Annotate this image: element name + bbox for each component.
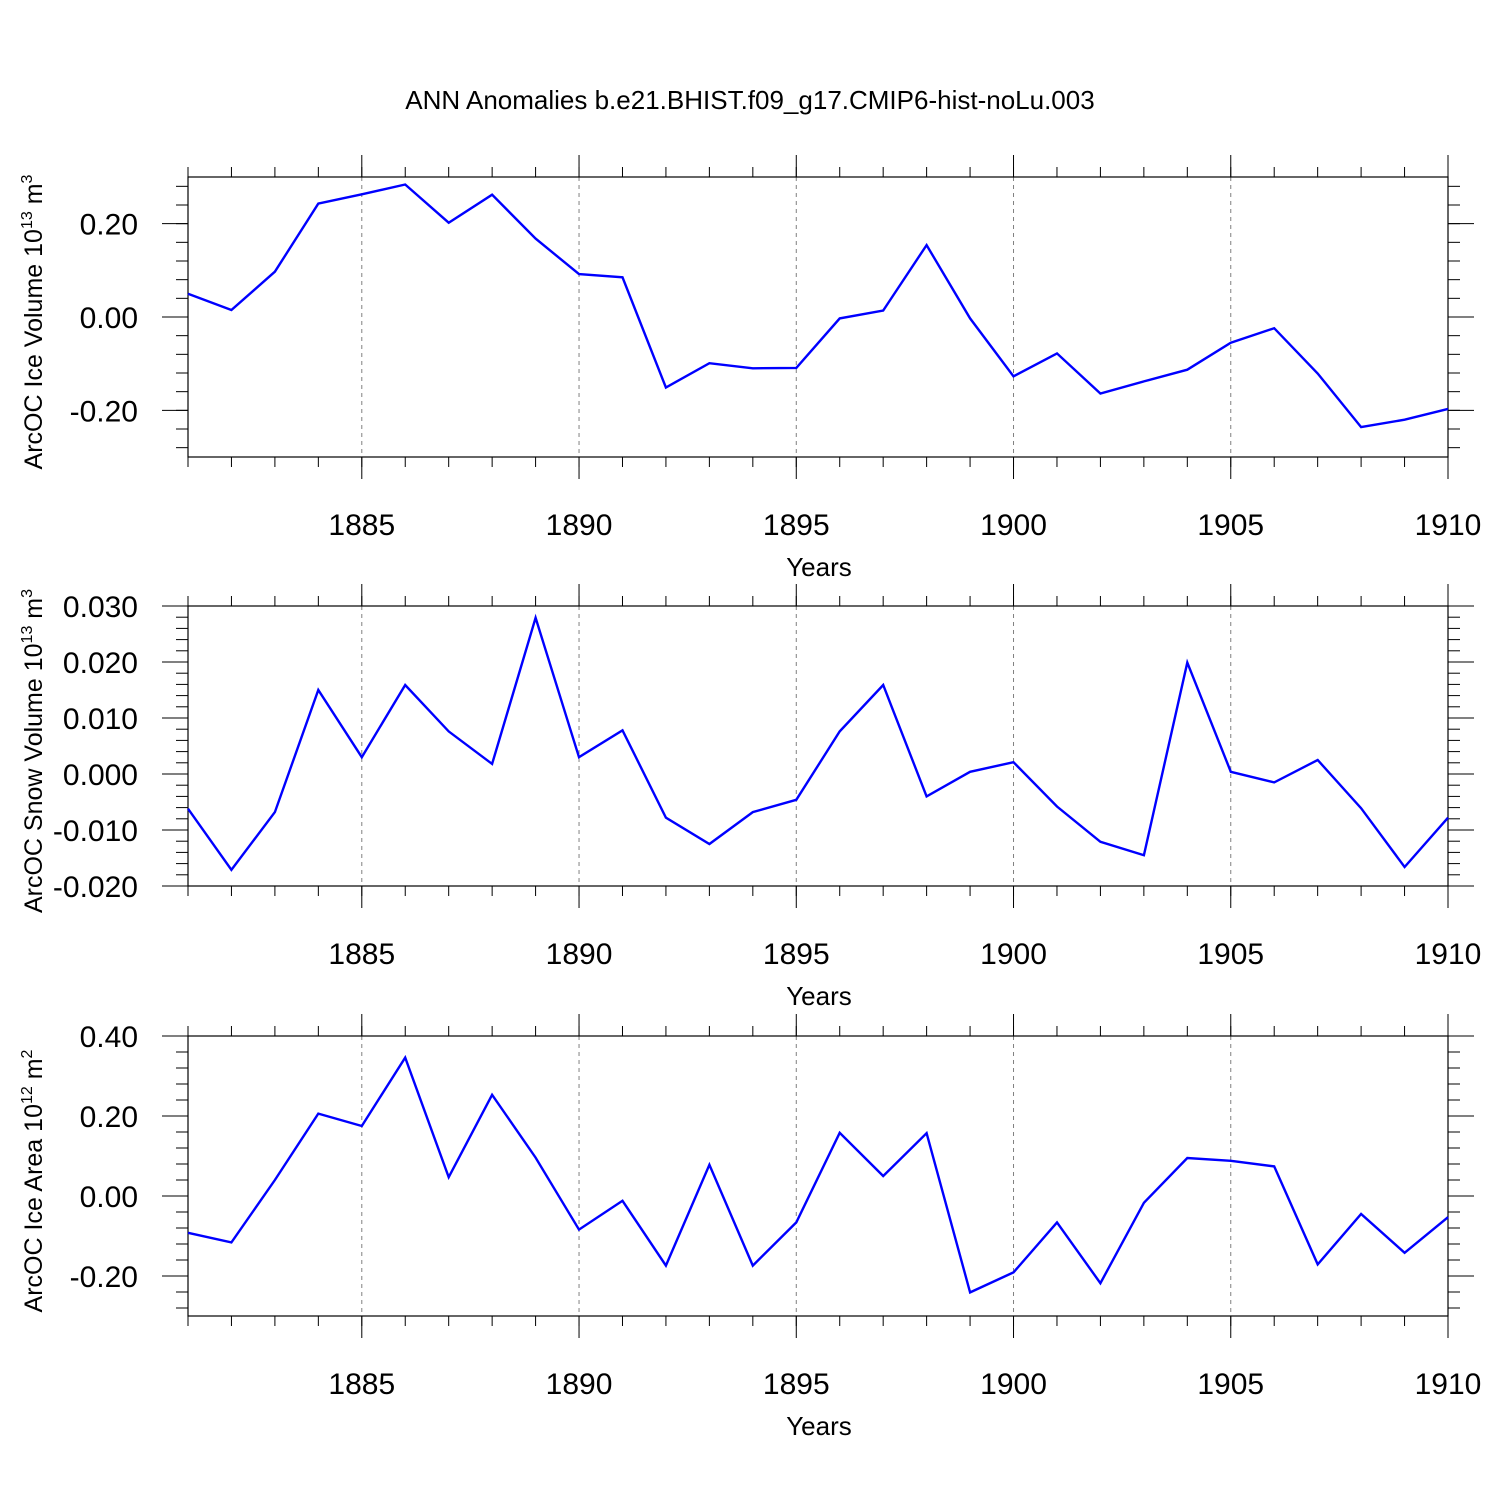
- y-axis-label: ArcOC Snow Volume 1013 m3: [19, 589, 48, 913]
- x-tick-label-1900: 1900: [980, 509, 1047, 542]
- y-axis-label-unit: m: [20, 598, 48, 626]
- figure-title: ANN Anomalies b.e21.BHIST.f09_g17.CMIP6-…: [405, 85, 1094, 115]
- plot-frame: [187, 1035, 1449, 1317]
- plot-frame: [187, 176, 1449, 458]
- y-axis-label-unit: m: [20, 1058, 48, 1086]
- y-axis-label-exponent: 13: [19, 626, 36, 644]
- y-tick-label-0.020: 0.020: [63, 647, 138, 680]
- y-axis-label-exponent: 12: [19, 1086, 36, 1104]
- y-tick-label--0.020: -0.020: [53, 871, 138, 904]
- x-tick-label-1885: 1885: [328, 1368, 395, 1401]
- x-tick-label-1910: 1910: [1415, 938, 1482, 971]
- x-axis-label: Years: [786, 1411, 852, 1441]
- series-line: [187, 613, 1449, 872]
- y-tick-label--0.20: -0.20: [70, 1261, 138, 1294]
- y-axis-label-unit-exponent: 3: [19, 589, 36, 598]
- x-tick-label-1900: 1900: [980, 938, 1047, 971]
- x-axis-label: Years: [786, 981, 852, 1011]
- y-axis-label-unit-exponent: 2: [19, 1049, 36, 1058]
- y-tick-label-0.030: 0.030: [63, 591, 138, 624]
- chart-panel-2: 1885 1890 1895 1900 1905 1910 0.030 0.020 0.010 0…: [19, 584, 1481, 1011]
- x-tick-label-1910: 1910: [1415, 1368, 1482, 1401]
- y-axis-label-unit-exponent: 3: [19, 174, 36, 183]
- series-line: [187, 1054, 1449, 1295]
- y-axis-label-unit: m: [20, 183, 48, 211]
- y-tick-label-0.00: 0.00: [80, 1181, 138, 1214]
- y-tick-label-0.20: 0.20: [80, 209, 138, 242]
- y-axis-label: ArcOC Ice Volume 1013 m3: [19, 174, 48, 469]
- y-tick-label-0.000: 0.000: [63, 759, 138, 792]
- y-tick-label-0.40: 0.40: [80, 1021, 138, 1054]
- y-axis-label-main: ArcOC Snow Volume 10: [20, 643, 48, 913]
- y-axis-label-main: ArcOC Ice Area 10: [20, 1104, 48, 1312]
- plots-group: 1885 1890 1895 1900 1905 1910 0.20 0.00 -0.20 Yea…: [19, 155, 1481, 1441]
- x-tick-label-1895: 1895: [763, 938, 830, 971]
- x-tick-label-1885: 1885: [328, 938, 395, 971]
- chart-panel-3: 1885 1890 1895 1900 1905 1910 0.40 0.20 0.00 -0.2…: [19, 1014, 1481, 1441]
- y-axis-label: ArcOC Ice Area 1012 m2: [19, 1049, 48, 1312]
- y-tick-label-0.20: 0.20: [80, 1101, 138, 1134]
- y-axis-label-exponent: 13: [19, 211, 36, 229]
- series-line: [187, 183, 1449, 429]
- x-axis-label: Years: [786, 552, 852, 582]
- x-tick-label-1895: 1895: [763, 1368, 830, 1401]
- x-tick-label-1885: 1885: [328, 509, 395, 542]
- y-tick-label-0.00: 0.00: [80, 302, 138, 335]
- x-tick-label-1905: 1905: [1197, 509, 1264, 542]
- x-tick-label-1890: 1890: [546, 1368, 613, 1401]
- x-tick-label-1905: 1905: [1197, 938, 1264, 971]
- y-tick-label--0.010: -0.010: [53, 815, 138, 848]
- plot-frame: [187, 605, 1449, 887]
- x-tick-label-1895: 1895: [763, 509, 830, 542]
- chart-panel-1: 1885 1890 1895 1900 1905 1910 0.20 0.00 -0.20 Yea…: [19, 155, 1481, 582]
- x-tick-label-1890: 1890: [546, 938, 613, 971]
- y-axis-label-main: ArcOC Ice Volume 10: [20, 229, 48, 469]
- x-tick-label-1890: 1890: [546, 509, 613, 542]
- x-tick-label-1905: 1905: [1197, 1368, 1264, 1401]
- y-tick-label-0.010: 0.010: [63, 703, 138, 736]
- x-tick-label-1900: 1900: [980, 1368, 1047, 1401]
- x-tick-label-1910: 1910: [1415, 509, 1482, 542]
- y-tick-label--0.20: -0.20: [70, 395, 138, 428]
